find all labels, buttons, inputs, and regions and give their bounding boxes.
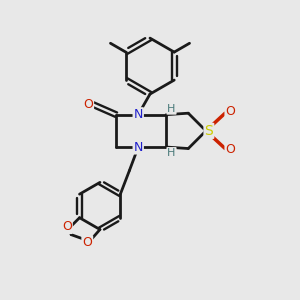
- Text: H: H: [167, 104, 176, 114]
- Text: O: O: [82, 236, 92, 249]
- Text: S: S: [205, 124, 213, 138]
- Text: O: O: [225, 105, 235, 118]
- Text: N: N: [134, 108, 143, 121]
- Text: O: O: [225, 143, 235, 157]
- Text: O: O: [62, 220, 72, 233]
- Text: H: H: [167, 148, 176, 158]
- Text: N: N: [134, 141, 143, 154]
- Text: O: O: [83, 98, 93, 111]
